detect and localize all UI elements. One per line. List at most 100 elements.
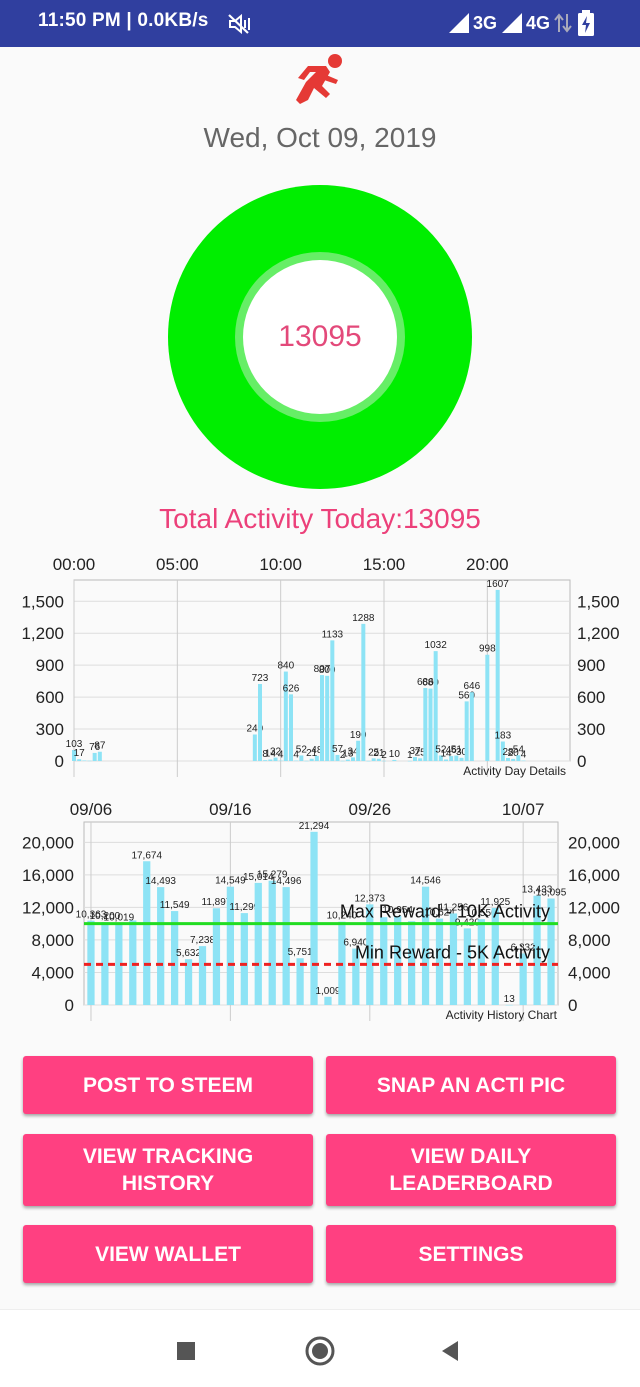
history-chart-bar: [533, 895, 541, 1005]
day-chart-bar-label: 1133: [322, 629, 344, 640]
day-chart-bar: [433, 651, 438, 761]
day-chart-bar-label: 1288: [352, 613, 375, 624]
signal-icon: [448, 12, 470, 34]
day-chart-bar: [361, 623, 366, 761]
day-chart-x-tick: 20:00: [466, 555, 509, 574]
history-chart-bar: [212, 908, 221, 1005]
history-chart-bar: [477, 919, 485, 1005]
day-chart-bar-label: 25: [368, 747, 380, 758]
view-tracking-history-button[interactable]: VIEW TRACKING HISTORY: [23, 1134, 313, 1206]
day-chart-bar: [469, 692, 474, 761]
navigation-bar: [0, 1309, 640, 1387]
day-chart-bar: [340, 760, 345, 762]
view-daily-leaderboard-button[interactable]: VIEW DAILY LEADERBOARD: [326, 1134, 616, 1206]
status-icons: 3G 4G: [448, 10, 594, 36]
history-chart-bar-label: 13,095: [536, 887, 567, 898]
history-chart-y-tick-left: 20,000: [22, 833, 74, 852]
day-chart-y-tick-right: 600: [577, 688, 605, 707]
history-chart-bar: [491, 908, 499, 1005]
history-chart-bar-label: 10,363: [76, 910, 107, 921]
back-triangle-icon[interactable]: [433, 1334, 467, 1368]
day-chart-bar-label: 8: [262, 749, 268, 760]
day-chart-bar-label: 1032: [425, 640, 448, 651]
date-label: Wed, Oct 09, 2019: [203, 122, 437, 153]
day-chart-bar: [371, 758, 376, 761]
recents-square-icon[interactable]: [169, 1334, 203, 1368]
day-chart-bar: [268, 759, 273, 761]
day-chart-bar: [294, 760, 299, 762]
day-chart-bar-label: 76: [89, 742, 101, 753]
home-circle-icon[interactable]: [303, 1334, 337, 1368]
day-chart-bar-label: 10: [389, 749, 401, 760]
day-chart-bar-label: 4: [278, 750, 284, 761]
day-chart-bar: [77, 759, 82, 761]
day-chart-bar: [418, 758, 423, 761]
day-chart-y-tick-right: 0: [577, 752, 586, 771]
day-chart-bar-label: 4: [521, 750, 527, 761]
activity-ring-center: 13095: [243, 260, 397, 414]
day-chart-bar: [330, 640, 335, 761]
history-chart-bar-label: 15,279: [257, 870, 288, 881]
day-chart-bar-label: 4: [293, 750, 299, 761]
view-wallet-button[interactable]: VIEW WALLET: [23, 1225, 313, 1283]
history-chart-bar-label: 15,014: [243, 872, 274, 883]
day-chart-bar: [92, 752, 97, 761]
history-chart-bar: [240, 913, 248, 1005]
day-chart-bar: [495, 589, 500, 761]
history-chart-bar-label: 10,200: [90, 911, 121, 922]
day-chart-bar-label: 52: [296, 744, 308, 755]
history-chart-bar-label: 10,240: [327, 911, 358, 922]
day-chart-y-tick-left: 0: [55, 752, 64, 771]
history-chart-bar: [380, 917, 388, 1005]
day-chart-bar: [511, 758, 516, 761]
total-activity-label: Total Activity Today:13095: [159, 503, 481, 534]
settings-button[interactable]: SETTINGS: [326, 1225, 616, 1283]
day-chart-y-tick-right: 900: [577, 656, 605, 675]
history-chart-bar-label: 10,624: [424, 908, 455, 919]
history-chart-bar-label: 10,954: [382, 905, 413, 916]
history-chart-y-tick-left: 12,000: [22, 898, 74, 917]
day-chart-x-tick: 10:00: [259, 555, 302, 574]
day-chart-bar-label: 800: [319, 665, 336, 676]
history-chart-bar: [366, 904, 374, 1005]
day-chart-bar-label: 20: [508, 748, 520, 759]
day-chart-bar-label: 190: [350, 730, 367, 741]
day-chart-bar-label: 28: [502, 747, 514, 758]
status-bar: 11:50 PM | 0.0KB/s 3G 4G: [0, 0, 640, 47]
day-chart-description: Activity Day Details: [463, 764, 566, 778]
day-chart-y-tick-right: 1,200: [577, 624, 620, 643]
history-chart-bar: [421, 886, 430, 1005]
day-chart-bar: [444, 759, 448, 761]
day-chart-bar: [366, 760, 371, 762]
day-chart-y-tick-left: 1,200: [21, 624, 64, 643]
history-chart-bar: [157, 887, 165, 1005]
day-chart-bar: [252, 734, 257, 761]
history-chart-bar-label: 21,294: [299, 821, 330, 832]
post-to-steem-button[interactable]: POST TO STEEM: [23, 1056, 313, 1114]
day-chart-y-tick-right: 1,500: [577, 592, 620, 611]
day-chart-bar: [351, 757, 355, 761]
day-chart-bar-label: 249: [246, 723, 263, 734]
history-chart-bar: [505, 1004, 513, 1006]
network-3g-label: 3G: [472, 12, 497, 33]
day-chart-bar: [258, 684, 262, 761]
day-chart-bar: [356, 740, 361, 761]
day-chart-bar: [320, 675, 324, 761]
day-chart-bar: [304, 760, 309, 762]
day-chart-bar: [392, 759, 397, 761]
day-chart-bar-label: 46: [446, 745, 458, 756]
day-chart-bar-label: 686: [417, 677, 434, 688]
history-chart-bar: [547, 898, 555, 1005]
history-chart-bar: [115, 923, 123, 1005]
day-chart-bar-label: 2: [381, 750, 387, 761]
day-chart-bar-label: 14: [440, 749, 452, 760]
history-chart-y-tick-right: 8,000: [568, 931, 611, 950]
day-chart-y-tick-left: 900: [36, 656, 64, 675]
day-chart-bar-label: 1607: [487, 579, 510, 590]
history-chart-bar-label: 11,897: [202, 897, 232, 908]
day-chart-bar: [500, 741, 505, 761]
history-chart-bar-label: 14,493: [145, 876, 176, 887]
day-chart-bar-label: 87: [94, 741, 106, 752]
day-chart-bar: [273, 757, 278, 761]
snap-pic-button[interactable]: SNAP AN ACTI PIC: [326, 1056, 616, 1114]
